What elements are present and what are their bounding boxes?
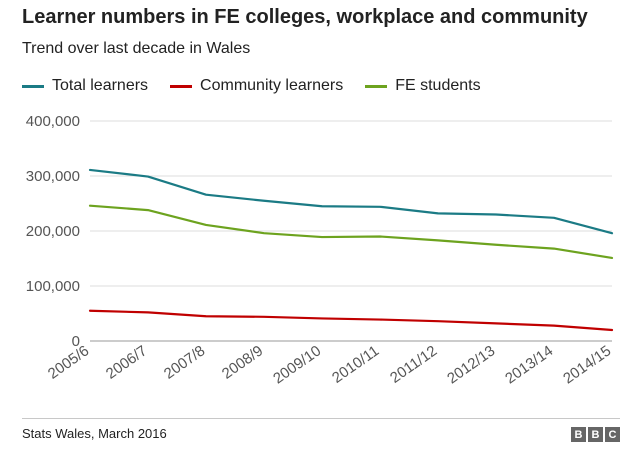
- x-tick-label: 2010/11: [329, 342, 382, 386]
- x-tick-label: 2005/6: [45, 342, 92, 382]
- legend-item-total-learners: Total learners: [22, 77, 148, 95]
- gridlines: [90, 120, 612, 342]
- logo-letter-b1: B: [571, 427, 586, 442]
- legend-swatch-total-learners: [22, 84, 44, 88]
- series-lines: [88, 168, 614, 332]
- y-axis-tick-labels: 400,000 300,000 200,000 100,000 0: [26, 113, 80, 350]
- x-tick-label: 2006/7: [103, 342, 150, 382]
- legend-swatch-community-learners: [170, 84, 193, 88]
- logo-letter-c: C: [605, 427, 620, 442]
- y-tick-label: 100,000: [26, 278, 80, 295]
- chart-title: Learner numbers in FE colleges, workplac…: [22, 6, 588, 28]
- y-tick-label: 300,000: [26, 168, 80, 185]
- legend: Total learners Community learners FE stu…: [22, 76, 503, 96]
- legend-label-total-learners: Total learners: [52, 77, 149, 94]
- series-line-fe-students: [88, 204, 614, 260]
- x-tick-label: 2007/8: [161, 342, 208, 382]
- series-line-total-learners: [88, 168, 614, 235]
- x-tick-label: 2012/13: [444, 342, 498, 387]
- legend-item-community-learners: Community learners: [170, 77, 343, 95]
- legend-label-fe-students: FE students: [395, 77, 481, 94]
- y-tick-label: 200,000: [26, 223, 80, 240]
- y-tick-label: 400,000: [26, 113, 80, 130]
- legend-swatch-fe-students: [365, 84, 388, 88]
- x-tick-label: 2014/15: [560, 342, 614, 387]
- y-tick-label: 0: [72, 333, 80, 350]
- source-note: Stats Wales, March 2016: [22, 426, 167, 441]
- line-chart: 400,000 300,000 200,000 100,000 0 2005/6 2006…: [26, 113, 615, 387]
- legend-item-fe-students: FE students: [365, 77, 481, 95]
- x-tick-label: 2008/9: [219, 342, 266, 382]
- x-tick-label: 2009/10: [270, 342, 324, 387]
- legend-label-community-learners: Community learners: [200, 77, 344, 94]
- bbc-logo: B B C: [569, 427, 620, 442]
- x-tick-label: 2011/12: [387, 342, 440, 386]
- chart-subtitle: Trend over last decade in Wales: [22, 40, 251, 57]
- footer-divider: [22, 418, 620, 419]
- series-line-community-learners: [88, 309, 614, 332]
- x-axis-tick-labels: 2005/6 2006/7 2007/8 2008/9 2009/10 2010/11 20…: [45, 342, 614, 387]
- x-tick-label: 2013/14: [502, 342, 556, 387]
- logo-letter-b2: B: [588, 427, 603, 442]
